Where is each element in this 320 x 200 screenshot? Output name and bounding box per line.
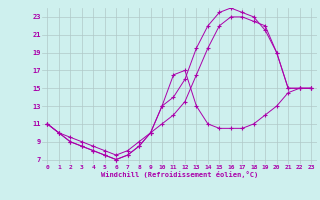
X-axis label: Windchill (Refroidissement éolien,°C): Windchill (Refroidissement éolien,°C)	[100, 171, 258, 178]
